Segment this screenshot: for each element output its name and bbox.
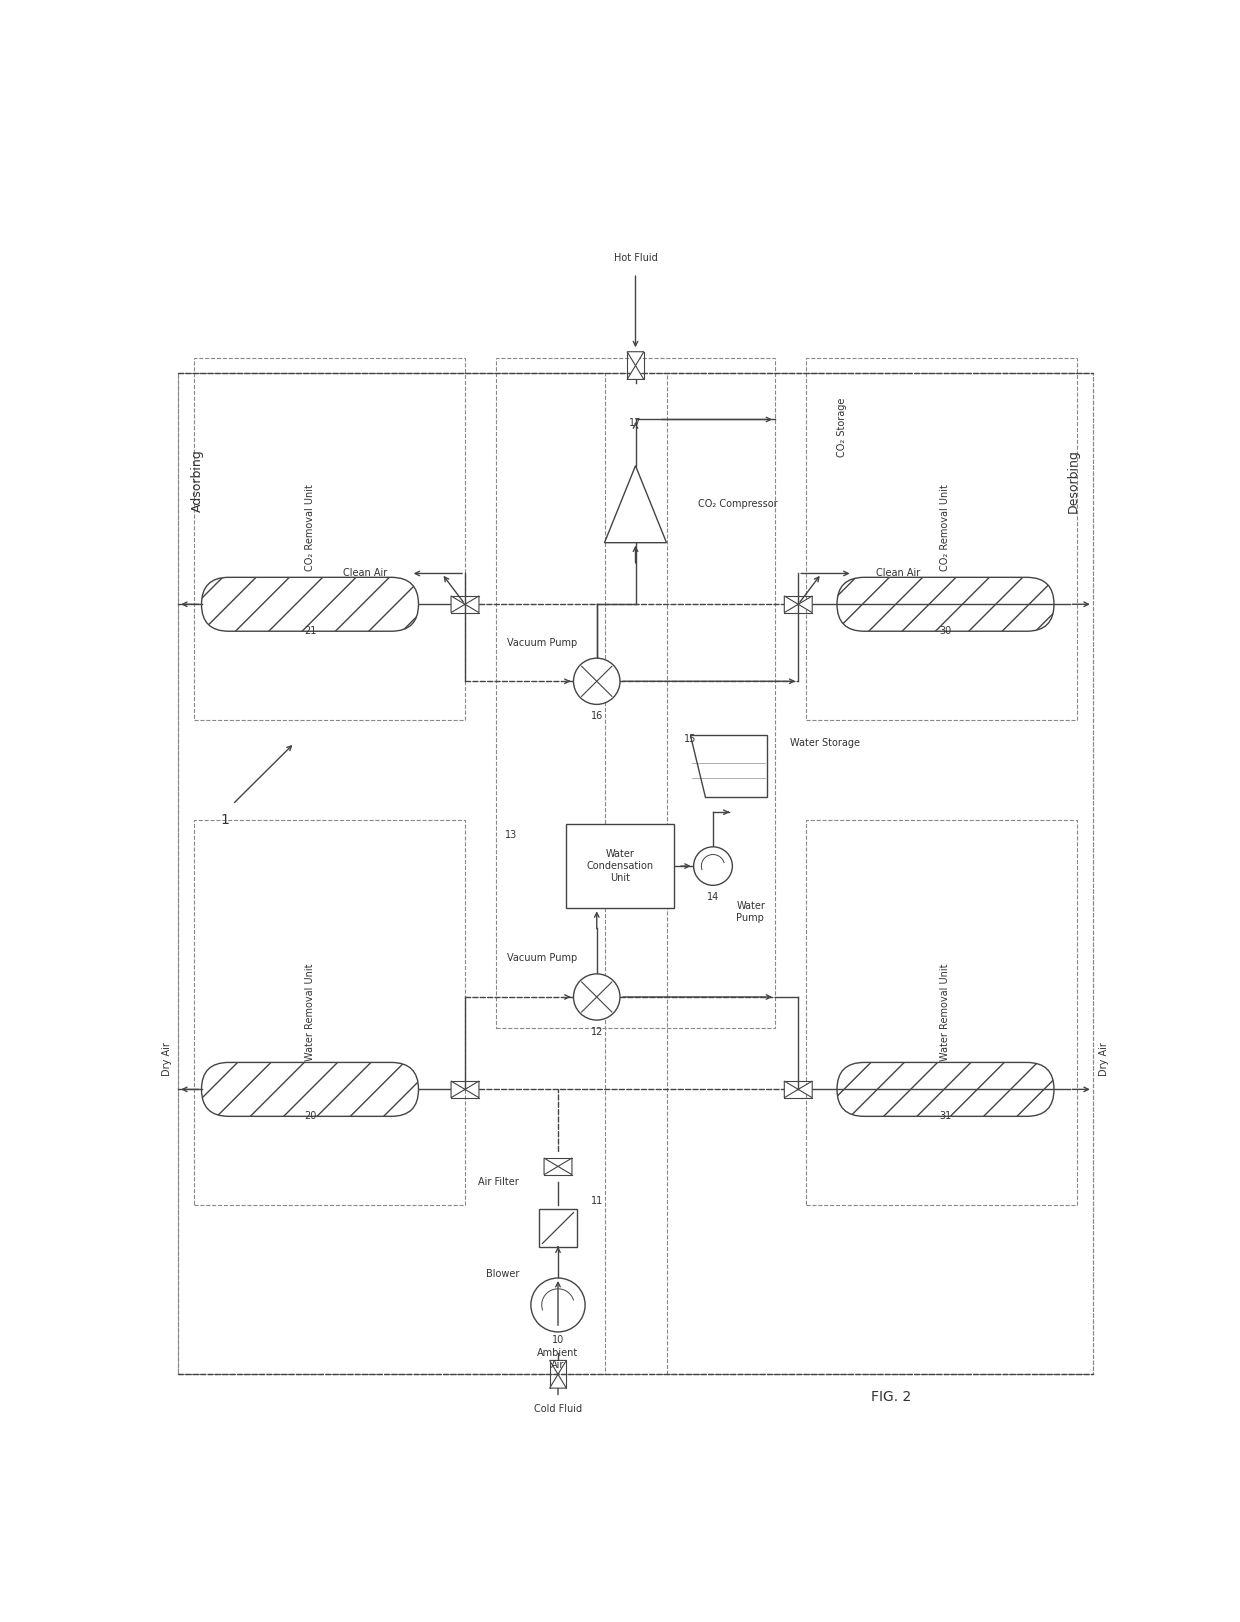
Text: Vacuum Pump: Vacuum Pump [507, 637, 578, 647]
FancyBboxPatch shape [201, 1062, 419, 1116]
Bar [193, 819, 465, 1205]
FancyBboxPatch shape [837, 1062, 1054, 1116]
Polygon shape [785, 1082, 799, 1098]
Circle shape [693, 847, 733, 886]
Text: Vacuum Pump: Vacuum Pump [507, 954, 578, 963]
Bar [667, 373, 1092, 1374]
Text: Dry Air: Dry Air [1100, 1041, 1110, 1075]
Text: Cold Fluid: Cold Fluid [534, 1405, 582, 1414]
Text: Water
Pump: Water Pump [737, 902, 765, 923]
Text: 30: 30 [940, 626, 951, 636]
Text: 11: 11 [590, 1195, 603, 1207]
Bar [179, 373, 605, 1374]
Polygon shape [465, 595, 479, 613]
Text: Air Filter: Air Filter [479, 1178, 520, 1187]
Polygon shape [558, 1158, 572, 1174]
Polygon shape [549, 1374, 567, 1388]
Text: 17: 17 [630, 418, 641, 428]
Bar [193, 358, 465, 720]
Text: CO₂ Storage: CO₂ Storage [837, 397, 847, 457]
Polygon shape [689, 735, 768, 796]
Text: Desorbing: Desorbing [1066, 449, 1080, 513]
Polygon shape [549, 1361, 567, 1374]
Text: 20: 20 [304, 1111, 316, 1121]
FancyBboxPatch shape [837, 577, 1054, 631]
Polygon shape [799, 595, 812, 613]
Polygon shape [627, 365, 644, 380]
Bar [565, 824, 675, 908]
FancyBboxPatch shape [201, 577, 419, 631]
Text: 21: 21 [304, 626, 316, 636]
Text: Hot Fluid: Hot Fluid [614, 253, 657, 263]
Text: 16: 16 [590, 710, 603, 720]
Text: Ambient
Air: Ambient Air [537, 1348, 579, 1369]
Text: Water Removal Unit: Water Removal Unit [940, 963, 951, 1061]
Text: 31: 31 [940, 1111, 951, 1121]
Polygon shape [785, 595, 799, 613]
Text: 15: 15 [683, 735, 696, 744]
Text: CO₂ Removal Unit: CO₂ Removal Unit [305, 483, 315, 571]
Text: 14: 14 [707, 892, 719, 902]
Circle shape [573, 973, 620, 1020]
Text: FIG. 2: FIG. 2 [872, 1390, 911, 1405]
Text: Adsorbing: Adsorbing [191, 449, 205, 513]
Text: 12: 12 [590, 1027, 603, 1036]
Circle shape [573, 659, 620, 704]
Bar [806, 819, 1078, 1205]
Text: Water
Condensation
Unit: Water Condensation Unit [587, 850, 653, 882]
Polygon shape [627, 352, 644, 365]
Text: Water Storage: Water Storage [791, 738, 861, 748]
Bar [806, 358, 1078, 720]
Text: 10: 10 [552, 1335, 564, 1345]
Polygon shape [605, 466, 667, 543]
Text: Clean Air: Clean Air [343, 568, 387, 579]
Polygon shape [451, 1082, 465, 1098]
Bar [179, 373, 1092, 1374]
Text: CO₂ Compressor: CO₂ Compressor [697, 500, 777, 509]
Bar [496, 358, 775, 1028]
Polygon shape [799, 1082, 812, 1098]
Text: Blower: Blower [486, 1268, 520, 1280]
Text: Water Removal Unit: Water Removal Unit [305, 963, 315, 1061]
Polygon shape [544, 1158, 558, 1174]
Text: Clean Air: Clean Air [875, 568, 920, 579]
Bar [538, 1208, 578, 1247]
Text: 13: 13 [506, 830, 517, 840]
Polygon shape [451, 595, 465, 613]
Polygon shape [465, 1082, 479, 1098]
Text: Dry Air: Dry Air [161, 1041, 171, 1075]
Circle shape [531, 1278, 585, 1332]
Text: CO₂ Removal Unit: CO₂ Removal Unit [940, 483, 951, 571]
Text: 1: 1 [221, 813, 229, 827]
